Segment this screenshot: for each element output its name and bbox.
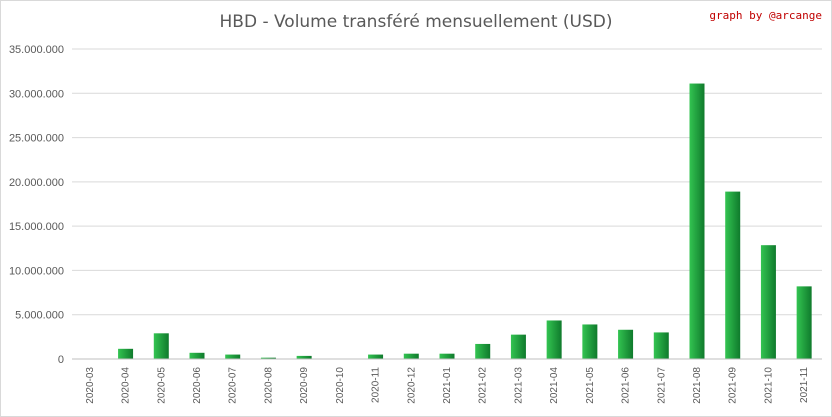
x-tick-label: 2020-12	[406, 367, 417, 404]
x-tick-label: 2020-06	[192, 367, 203, 404]
y-axis-ticks: 0 5.000.000 10.000.000 15.000.000 20.000.000…	[9, 44, 64, 366]
x-tick-label: 2021-06	[621, 367, 632, 404]
x-tick-label: 2020-11	[371, 367, 382, 403]
x-tick-label: 2020-04	[121, 367, 132, 404]
x-tick-label: 2020-10	[335, 367, 346, 404]
bar-2020-06	[189, 352, 205, 359]
x-tick-label: 2021-07	[656, 367, 667, 404]
x-tick-label: 2020-09	[299, 367, 310, 404]
x-axis-ticks: 2020-03 2020-04 2020-05 2020-06 2020-07 2020-…	[85, 367, 810, 404]
bar-2021-06	[618, 329, 634, 359]
bar-2021-11	[796, 286, 812, 359]
bar-2020-11	[368, 354, 384, 359]
x-tick-label: 2020-05	[156, 367, 167, 404]
x-tick-label: 2021-02	[478, 367, 489, 404]
y-tick-label: 10.000.000	[9, 265, 64, 277]
bar-2020-12	[403, 353, 419, 359]
bar-2021-02	[475, 343, 491, 359]
y-tick-label: 5.000.000	[15, 310, 64, 322]
x-tick-label: 2021-11	[799, 367, 810, 403]
bar-2020-09	[296, 355, 312, 359]
y-tick-label: 15.000.000	[9, 221, 64, 233]
y-tick-label: 20.000.000	[9, 177, 64, 189]
y-tick-label: 35.000.000	[9, 44, 64, 56]
bar-2020-08	[260, 357, 276, 359]
bar-2021-08	[689, 83, 705, 360]
x-tick-label: 2020-07	[228, 367, 239, 404]
bar-2020-04	[118, 348, 134, 359]
bar-2021-10	[760, 245, 776, 359]
x-tick-label: 2021-08	[692, 367, 703, 404]
x-tick-label: 2021-10	[763, 367, 774, 404]
bar-2021-07	[653, 332, 669, 359]
bar-2021-05	[582, 324, 598, 359]
bar-2020-05	[153, 333, 169, 359]
y-tick-label: 30.000.000	[9, 88, 64, 100]
bar-2021-09	[725, 191, 741, 359]
gridlines	[72, 48, 822, 316]
x-tick-label: 2021-04	[549, 367, 560, 404]
x-tick-label: 2021-01	[442, 367, 453, 404]
x-tick-label: 2021-05	[585, 367, 596, 404]
y-tick-label: 0	[58, 354, 64, 366]
bar-2020-07	[225, 354, 241, 359]
chart-credit: graph by @arcange	[709, 9, 822, 22]
x-tick-label: 2020-08	[263, 367, 274, 404]
chart-title: HBD - Volume transféré mensuellement (US…	[219, 12, 613, 32]
x-tick-label: 2021-03	[513, 367, 524, 404]
bars	[118, 83, 812, 360]
bar-2021-03	[510, 334, 526, 359]
x-tick-label: 2020-03	[85, 367, 96, 404]
y-tick-label: 25.000.000	[9, 133, 64, 145]
bar-2021-04	[546, 320, 562, 359]
bar-2021-01	[439, 353, 455, 359]
x-tick-label: 2021-09	[728, 367, 739, 404]
